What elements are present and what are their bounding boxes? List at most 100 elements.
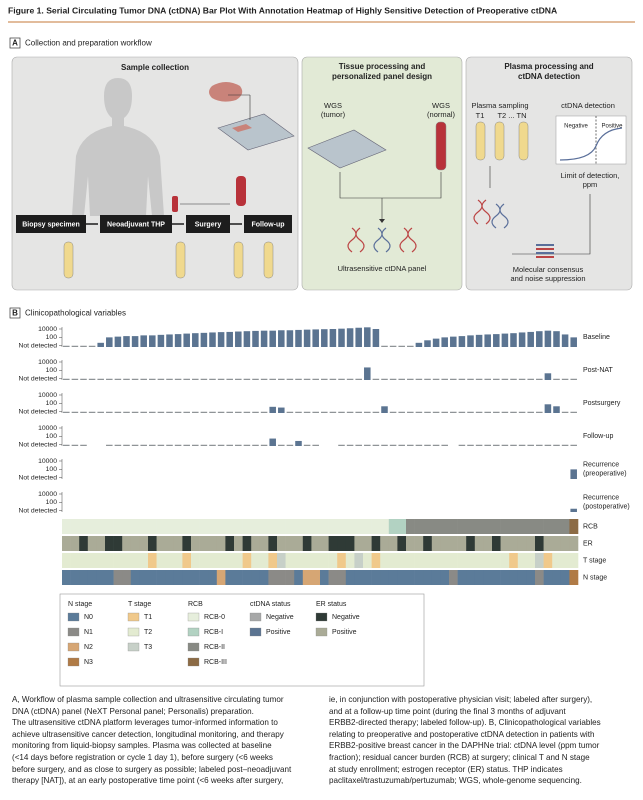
heat-cell	[406, 570, 415, 585]
bar	[269, 378, 276, 380]
row-label: Recurrence	[583, 461, 619, 468]
bar	[226, 411, 233, 413]
heat-cell	[285, 553, 295, 568]
bar	[544, 330, 552, 347]
heat-cell	[388, 553, 398, 568]
bar	[295, 329, 302, 347]
bar	[312, 444, 319, 446]
heat-cell	[156, 536, 166, 551]
bar	[192, 444, 199, 446]
heat-cell	[62, 519, 71, 534]
heat-cell	[509, 536, 519, 551]
heat-cell	[70, 570, 80, 585]
legend-title: ER status	[316, 601, 347, 608]
bar	[450, 378, 457, 380]
bar	[450, 411, 457, 413]
caption-line: DNA (ctDNA) panel (NeXT Personal panel; …	[12, 706, 254, 716]
read	[536, 244, 554, 246]
heat-cell	[216, 570, 226, 585]
bar	[166, 444, 173, 446]
heat-cell	[268, 536, 278, 551]
bar	[484, 444, 491, 446]
heat-cell	[457, 519, 467, 534]
step-box	[244, 215, 292, 233]
heat-cell	[380, 519, 390, 534]
heat-cell	[492, 519, 501, 534]
bar	[88, 378, 96, 380]
heat-cell	[320, 553, 329, 568]
heat-cell	[483, 519, 493, 534]
heat-cell	[277, 570, 286, 585]
bar	[209, 332, 216, 347]
connector	[339, 172, 442, 222]
legend-label: RCB-0	[204, 614, 225, 621]
dna	[347, 227, 417, 253]
bar	[561, 378, 569, 380]
heat-cell	[105, 570, 114, 585]
bar	[372, 411, 380, 413]
heat-cell	[466, 553, 476, 568]
bar	[295, 411, 302, 413]
heat-cell	[543, 570, 553, 585]
read	[536, 248, 554, 250]
bar	[149, 378, 156, 380]
bar	[286, 444, 294, 446]
caption-line: A, Workflow of plasma sample collection …	[12, 695, 284, 704]
bar	[346, 444, 354, 446]
caption-line: paclitaxel/trastuzumab/pertuzumab; WGS, …	[329, 776, 582, 786]
bar	[441, 378, 448, 380]
legend-label: N1	[84, 629, 93, 636]
heat-cell	[474, 536, 484, 551]
row-label: T stage	[583, 557, 606, 564]
heat-cell	[242, 553, 252, 568]
helix	[373, 227, 391, 253]
heat-cell	[345, 570, 355, 585]
bar	[192, 411, 199, 413]
heat-cell	[242, 570, 252, 585]
caption-line: relating to preoperative and postoperati…	[329, 729, 595, 739]
heat-cell	[165, 536, 175, 551]
bar	[97, 411, 104, 413]
heat-cell	[294, 553, 304, 568]
heat-cell	[431, 536, 441, 551]
heat-cell	[139, 536, 149, 551]
sampling-label: Plasma sampling	[471, 101, 528, 110]
caption-left: A, Workflow of plasma sample collection …	[12, 694, 315, 787]
heat-cell	[560, 553, 570, 568]
heat-cell	[294, 519, 304, 534]
heat-cell	[311, 570, 321, 585]
bar	[364, 327, 371, 347]
heat-cell	[517, 553, 527, 568]
heat-cell	[251, 553, 261, 568]
heat-cell	[70, 553, 80, 568]
heat-cell	[440, 570, 450, 585]
heat-cell	[96, 553, 106, 568]
bar	[355, 378, 362, 380]
bar	[493, 444, 500, 446]
heat-cell	[509, 519, 519, 534]
bar	[424, 411, 431, 413]
bar	[475, 334, 483, 347]
heat-cell	[535, 536, 544, 551]
heat-cell	[156, 570, 166, 585]
legend-label: T1	[144, 614, 152, 621]
bar	[312, 378, 319, 380]
heat-cell	[483, 553, 493, 568]
plasma-tubes	[63, 241, 274, 279]
tube	[518, 121, 529, 161]
heat-cell	[543, 536, 553, 551]
bar	[570, 469, 577, 479]
box-title: personalized panel design	[332, 72, 432, 81]
bar	[114, 411, 122, 413]
heat-cell	[483, 536, 493, 551]
arrowhead	[379, 219, 385, 223]
heat-cell	[423, 536, 433, 551]
legend-label: RCB-I	[204, 629, 223, 636]
heat-cell	[259, 536, 269, 551]
y-tick-label: 100	[46, 367, 58, 374]
heat-cell	[320, 570, 329, 585]
bar	[192, 378, 199, 380]
bar	[278, 378, 285, 380]
heat-cell	[122, 553, 132, 568]
bar	[166, 378, 173, 380]
